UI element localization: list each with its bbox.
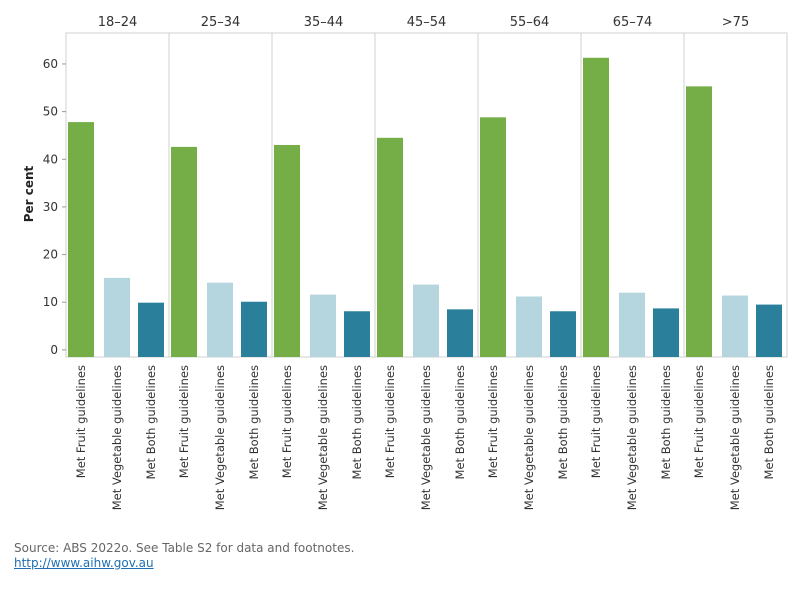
- y-axis: 0 10 20 30 40 50 60: [43, 57, 66, 357]
- x-category-label: Met Both guidelines: [556, 365, 570, 479]
- bar: [653, 308, 679, 357]
- x-category-label: Met Both guidelines: [247, 365, 261, 479]
- x-category-label: Met Fruit guidelines: [383, 365, 397, 478]
- bar: [241, 301, 267, 357]
- panel-header: 45–54: [407, 15, 447, 30]
- panel-headers: 18–24 25–34 35–44 45–54 55–64 65–74 >75: [98, 15, 750, 30]
- x-category-label: Met Both guidelines: [144, 365, 158, 479]
- x-category-label: Met Fruit guidelines: [589, 365, 603, 478]
- panel-header: 65–74: [613, 15, 653, 30]
- x-category-label: Met Vegetable guidelines: [110, 365, 124, 510]
- bar: [413, 284, 439, 357]
- bar: [207, 282, 233, 357]
- x-category-label: Met Fruit guidelines: [177, 365, 191, 478]
- panel-header: 35–44: [304, 15, 344, 30]
- bar: [480, 117, 506, 357]
- bar: [344, 311, 370, 357]
- bar: [447, 309, 473, 357]
- x-category-label: Met Vegetable guidelines: [316, 365, 330, 510]
- x-category-label: Met Fruit guidelines: [74, 365, 88, 478]
- bar: [756, 304, 782, 357]
- bar: [516, 296, 542, 357]
- x-category-label: Met Both guidelines: [350, 365, 364, 479]
- source-note: Source: ABS 2022o. See Table S2 for data…: [14, 541, 355, 555]
- y-tick-label: 50: [43, 105, 58, 119]
- bar: [686, 86, 712, 357]
- bar: [722, 295, 748, 357]
- footer: Source: ABS 2022o. See Table S2 for data…: [14, 541, 354, 571]
- x-category-label: Met Both guidelines: [453, 365, 467, 479]
- x-category-label: Met Vegetable guidelines: [419, 365, 433, 510]
- bar: [68, 122, 94, 357]
- x-category-label: Met Vegetable guidelines: [522, 365, 536, 510]
- x-axis-labels: Met Fruit guidelines Met Vegetable guidel…: [74, 365, 776, 510]
- bar: [550, 311, 576, 357]
- bar: [583, 57, 609, 358]
- bar: [138, 302, 164, 357]
- y-tick-label: 10: [43, 295, 58, 309]
- bar: [274, 144, 300, 357]
- y-tick-label: 0: [50, 343, 58, 357]
- y-tick-label: 20: [43, 248, 58, 262]
- x-category-label: Met Both guidelines: [659, 365, 673, 479]
- aihw-link[interactable]: http://www.aihw.gov.au: [14, 556, 154, 570]
- x-category-label: Met Fruit guidelines: [280, 365, 294, 478]
- bar: [104, 277, 130, 357]
- bar: [377, 137, 403, 357]
- x-category-label: Met Vegetable guidelines: [728, 365, 742, 510]
- y-tick-label: 40: [43, 152, 58, 166]
- bar: [619, 292, 645, 357]
- x-category-label: Met Vegetable guidelines: [213, 365, 227, 510]
- bar: [171, 146, 197, 357]
- bar: [310, 294, 336, 357]
- panel-header: 55–64: [510, 15, 550, 30]
- x-category-label: Met Both guidelines: [762, 365, 776, 479]
- x-category-label: Met Vegetable guidelines: [625, 365, 639, 510]
- x-category-label: Met Fruit guidelines: [486, 365, 500, 478]
- y-tick-label: 60: [43, 57, 58, 71]
- bars: [68, 57, 782, 358]
- y-axis-label: Per cent: [22, 165, 36, 222]
- y-tick-label: 30: [43, 200, 58, 214]
- chart: 18–24 25–34 35–44 45–54 55–64 65–74 >75 0 10 20 3…: [22, 15, 788, 510]
- panel-header: 25–34: [201, 15, 241, 30]
- panel-header: 18–24: [98, 15, 138, 30]
- panel-header: >75: [722, 15, 749, 30]
- x-category-label: Met Fruit guidelines: [692, 365, 706, 478]
